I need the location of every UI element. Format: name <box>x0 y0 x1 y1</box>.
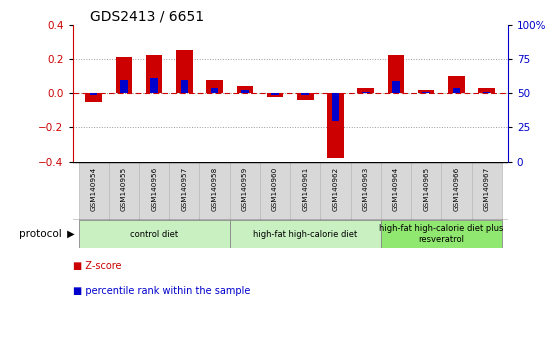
Bar <box>267 93 283 97</box>
Text: ▶: ▶ <box>64 229 75 239</box>
Bar <box>176 51 193 93</box>
Bar <box>350 162 381 221</box>
Bar <box>331 93 339 121</box>
Bar <box>146 55 162 93</box>
Text: GSM140963: GSM140963 <box>363 166 369 211</box>
Bar <box>448 76 465 93</box>
Text: GSM140964: GSM140964 <box>393 166 399 211</box>
Bar <box>320 162 350 221</box>
Bar <box>411 162 441 221</box>
Bar <box>230 162 260 221</box>
Bar <box>297 93 314 100</box>
Text: high-fat high-calorie diet plus
resveratrol: high-fat high-calorie diet plus resverat… <box>379 224 503 244</box>
Text: GSM140959: GSM140959 <box>242 166 248 211</box>
Bar <box>358 88 374 93</box>
Bar <box>116 57 132 93</box>
Bar <box>120 80 128 93</box>
Bar <box>109 162 139 221</box>
Bar <box>418 90 435 93</box>
Bar <box>381 162 411 221</box>
Bar <box>441 162 472 221</box>
Bar <box>422 92 430 93</box>
Bar <box>150 78 158 93</box>
Bar <box>362 92 369 93</box>
Bar <box>290 162 320 221</box>
Text: GSM140966: GSM140966 <box>454 166 459 211</box>
Text: GSM140967: GSM140967 <box>484 166 489 211</box>
Text: high-fat high-calorie diet: high-fat high-calorie diet <box>253 230 357 239</box>
Text: GSM140965: GSM140965 <box>423 166 429 211</box>
Bar <box>388 55 404 93</box>
Bar <box>90 93 98 95</box>
Bar <box>169 162 200 221</box>
Text: ■ percentile rank within the sample: ■ percentile rank within the sample <box>73 286 250 296</box>
Bar <box>79 221 230 248</box>
Bar <box>85 93 102 102</box>
Bar <box>211 88 218 93</box>
Bar <box>237 86 253 93</box>
Text: ■ Z-score: ■ Z-score <box>73 261 121 271</box>
Bar <box>241 90 249 93</box>
Bar <box>453 88 460 93</box>
Text: GDS2413 / 6651: GDS2413 / 6651 <box>90 10 204 24</box>
Bar <box>327 93 344 158</box>
Bar <box>200 162 230 221</box>
Text: GSM140960: GSM140960 <box>272 166 278 211</box>
Text: GSM140955: GSM140955 <box>121 166 127 211</box>
Bar <box>392 81 400 93</box>
Bar <box>181 80 188 93</box>
Bar <box>483 92 490 93</box>
Bar <box>472 162 502 221</box>
Text: GSM140961: GSM140961 <box>302 166 308 211</box>
Bar <box>260 162 290 221</box>
Bar <box>301 93 309 95</box>
Bar <box>139 162 169 221</box>
Text: GSM140956: GSM140956 <box>151 166 157 211</box>
Bar <box>381 221 502 248</box>
Text: protocol: protocol <box>18 229 61 239</box>
Bar <box>79 162 109 221</box>
Bar <box>271 93 279 95</box>
Bar <box>478 88 495 93</box>
Text: control diet: control diet <box>130 230 178 239</box>
Bar <box>206 80 223 93</box>
Text: GSM140954: GSM140954 <box>91 166 97 211</box>
Text: GSM140957: GSM140957 <box>181 166 187 211</box>
Bar <box>230 221 381 248</box>
Text: GSM140962: GSM140962 <box>333 166 339 211</box>
Text: GSM140958: GSM140958 <box>211 166 218 211</box>
